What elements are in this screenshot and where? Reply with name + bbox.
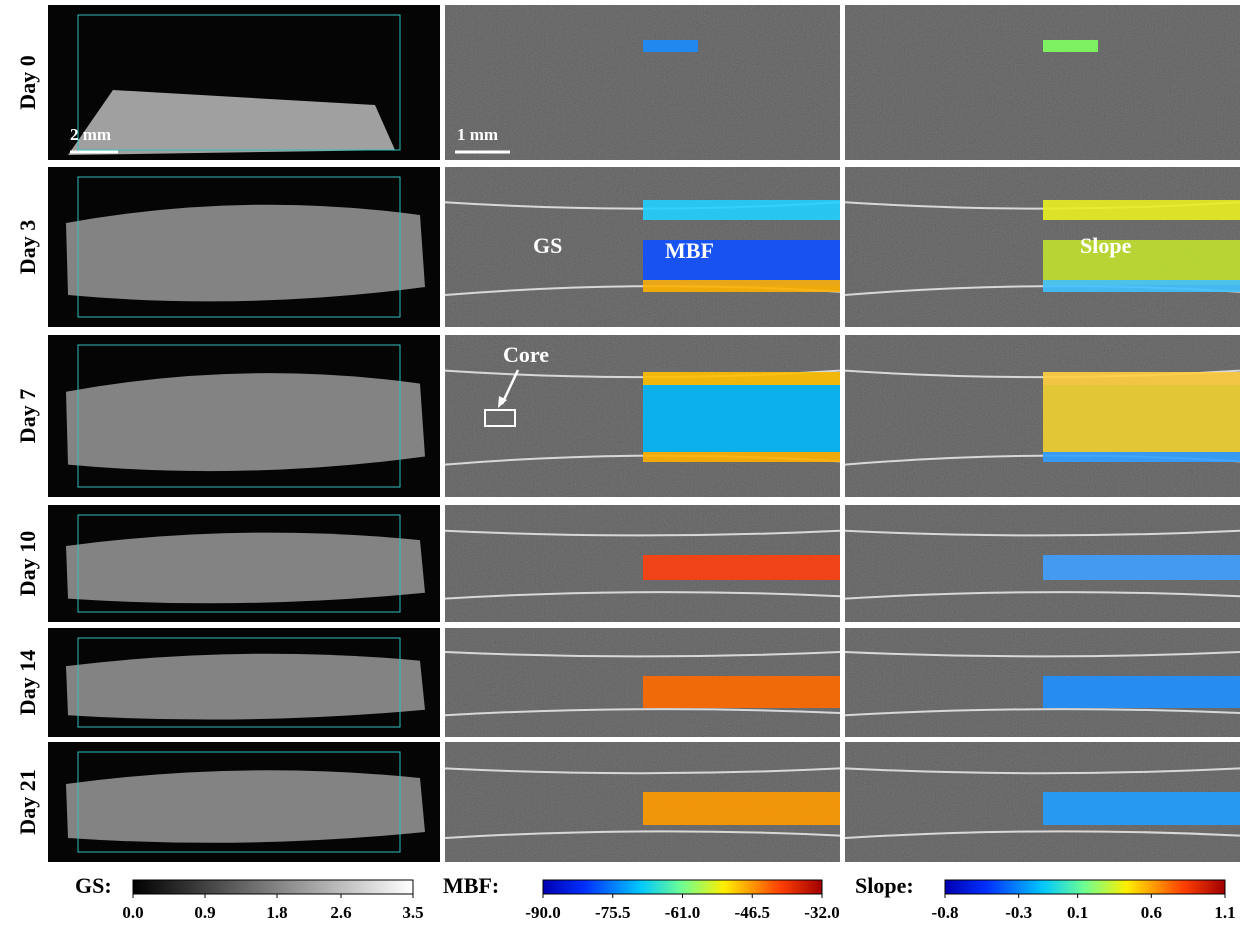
colorbar-tick-label: -61.0 bbox=[665, 903, 700, 922]
colorbars: GS: 0.0 0.9 1.8 2.6 3.5 MBF: -90.0 -75.5 -61.0 -46… bbox=[75, 873, 1236, 922]
parametric-overlay bbox=[643, 452, 840, 462]
colorbar-title: GS: bbox=[75, 873, 112, 898]
parametric-overlay bbox=[1043, 676, 1240, 708]
region-label: Core bbox=[503, 342, 549, 367]
row-label: Day 10 bbox=[15, 531, 40, 596]
parametric-overlay bbox=[643, 555, 840, 580]
tissue bbox=[66, 654, 425, 720]
colorbar-tick-label: -0.8 bbox=[932, 903, 959, 922]
row-label: Day 14 bbox=[15, 650, 40, 715]
colorbar-tick-label: -75.5 bbox=[595, 903, 630, 922]
parametric-overlay bbox=[1043, 200, 1240, 220]
colorbar-tick-label: 0.1 bbox=[1067, 903, 1088, 922]
scale-label: 1 mm bbox=[457, 125, 498, 144]
row-label: Day 21 bbox=[15, 769, 40, 834]
colorbar-tick-label: 0.9 bbox=[194, 903, 215, 922]
colorbar-title: MBF: bbox=[443, 873, 499, 898]
colorbar-tick-label: 2.6 bbox=[330, 903, 351, 922]
colorbar bbox=[543, 880, 822, 894]
row-label: Day 7 bbox=[15, 389, 40, 443]
parametric-overlay bbox=[1043, 452, 1240, 462]
parametric-overlay bbox=[643, 792, 840, 825]
colorbar-tick-label: 1.8 bbox=[266, 903, 287, 922]
parametric-overlay bbox=[643, 200, 840, 220]
panels bbox=[48, 5, 1240, 862]
parametric-overlay bbox=[643, 676, 840, 708]
colorbar-tick-label: -0.3 bbox=[1005, 903, 1032, 922]
parametric-overlay bbox=[1043, 372, 1240, 385]
region-label: Slope bbox=[1080, 233, 1132, 258]
colorbar-tick-label: 3.5 bbox=[402, 903, 423, 922]
parametric-overlay bbox=[1043, 240, 1240, 285]
colorbar-tick-label: -32.0 bbox=[804, 903, 839, 922]
parametric-overlay bbox=[643, 40, 698, 52]
parametric-overlay bbox=[1043, 280, 1240, 292]
row-label: Day 3 bbox=[15, 220, 40, 274]
parametric-overlay bbox=[1043, 555, 1240, 580]
row-label: Day 0 bbox=[15, 55, 40, 109]
region-label: GS bbox=[533, 233, 562, 258]
colorbar-tick-label: -46.5 bbox=[735, 903, 770, 922]
colorbar-tick-label: 0.6 bbox=[1141, 903, 1162, 922]
colorbar-tick-label: 0.0 bbox=[122, 903, 143, 922]
tissue bbox=[66, 770, 425, 843]
parametric-overlay bbox=[1043, 40, 1098, 52]
colorbar bbox=[133, 880, 413, 894]
colorbar-tick-label: 1.1 bbox=[1214, 903, 1235, 922]
parametric-overlay bbox=[1043, 792, 1240, 825]
tissue bbox=[66, 205, 425, 302]
colorbar-tick-label: -90.0 bbox=[525, 903, 560, 922]
speckle bbox=[845, 5, 1240, 160]
region-label: MBF bbox=[665, 238, 714, 263]
speckle bbox=[445, 5, 840, 160]
tissue bbox=[66, 373, 425, 471]
parametric-overlay bbox=[1043, 385, 1240, 452]
parametric-overlay bbox=[643, 385, 840, 452]
tissue bbox=[66, 533, 425, 604]
parametric-overlay bbox=[643, 372, 840, 385]
colorbar-title: Slope: bbox=[855, 873, 914, 898]
colorbar bbox=[945, 880, 1225, 894]
scale-label: 2 mm bbox=[70, 125, 111, 144]
parametric-overlay bbox=[643, 280, 840, 292]
figure: 2 mm 1 mm GS MBF Slope Core GS: 0.0 0.9 1.8… bbox=[0, 0, 1250, 925]
